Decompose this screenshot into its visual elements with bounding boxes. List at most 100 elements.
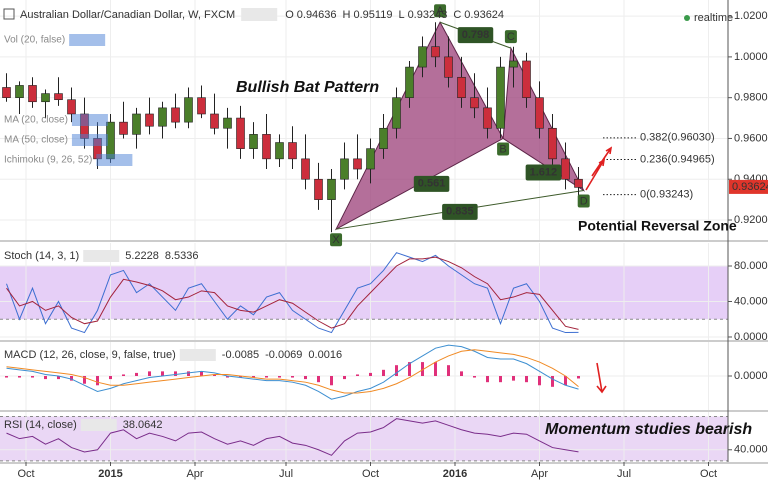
histogram-bar [239, 376, 242, 378]
candle-body [392, 97, 401, 129]
header-icons [241, 8, 278, 21]
candle-body [2, 87, 11, 98]
ratio-badge [525, 164, 562, 181]
candle-body [119, 121, 128, 135]
histogram-bar [473, 376, 476, 378]
collapse-icon [3, 8, 15, 20]
histogram-bar [5, 376, 8, 378]
candle-body [15, 85, 24, 98]
candle-body [67, 99, 76, 115]
histogram-bar [161, 371, 164, 376]
indicator-icons [69, 34, 106, 46]
legend-value: -0.0085 [222, 349, 259, 361]
x-tick-label: Jul [279, 468, 293, 480]
histogram-bar [200, 371, 203, 376]
x-tick-label: 2016 [443, 468, 467, 480]
candle-body [444, 56, 453, 78]
y-tick-label: 0.0000 [734, 331, 768, 343]
indicator-line [6, 256, 579, 330]
candle-body [496, 66, 505, 129]
ohlc-text: 0.95119 [353, 9, 392, 21]
x-tick-label: Apr [531, 468, 548, 480]
legend-value: -0.0069 [265, 349, 302, 361]
x-tick-label: Oct [700, 468, 717, 480]
candle-body [457, 76, 466, 98]
histogram-bar [525, 376, 528, 383]
ratio-badge [457, 27, 494, 44]
candle-body [574, 178, 583, 188]
candle-body [197, 97, 206, 115]
histogram-bar [512, 376, 515, 381]
panel-title: MACD (12, 26, close, 9, false, true) [4, 349, 176, 361]
candle-body [431, 46, 440, 58]
candle-body [184, 97, 193, 123]
pattern-point-text: C [507, 31, 515, 43]
histogram-bar [330, 376, 333, 386]
histogram-bar [96, 376, 99, 386]
histogram-bar [57, 376, 60, 380]
pattern-point-label: B [497, 142, 510, 156]
ohlc-text: H [343, 9, 351, 21]
pattern-point-label: X [330, 233, 343, 247]
candle-body [262, 134, 271, 160]
panel-icons [80, 419, 117, 431]
chart-title: Australian Dollar/Canadian Dollar, W, FX… [20, 9, 235, 21]
ratio-badge [413, 175, 450, 192]
indicator-icons [71, 114, 108, 126]
histogram-bar [538, 376, 541, 386]
histogram-bar [213, 374, 216, 376]
candle-body [353, 158, 362, 170]
ohlc-text: 0.93624 [464, 9, 504, 21]
histogram-bar [499, 376, 502, 383]
pattern-point-badge [504, 30, 517, 44]
candle-body [522, 60, 531, 98]
x-tick-label: Oct [17, 468, 34, 480]
candle-body [41, 93, 50, 103]
y-tick-label: 40.0000 [734, 295, 768, 307]
ratio-label: 1.612 [530, 166, 558, 178]
candle-body [327, 178, 336, 200]
indicator-legend: Vol (20, false) [4, 35, 65, 46]
candle-body [54, 93, 63, 101]
indicator-line [6, 418, 579, 456]
candle-body [132, 113, 141, 135]
annotation: Potential Reversal Zone [578, 218, 737, 234]
candle-body [223, 117, 232, 129]
band [0, 416, 728, 461]
histogram-bar [252, 376, 255, 378]
candle-body [340, 158, 349, 180]
legend-value: 8.5336 [165, 250, 199, 262]
y-tick-label: 40.0000 [734, 444, 768, 456]
legend-value: 0.0016 [308, 349, 342, 361]
panel-title: Stoch (14, 3, 1) [4, 250, 79, 262]
pattern-point-text: A [436, 5, 444, 17]
indicator-line [6, 252, 579, 334]
indicator-legend: MA (50, close) [4, 135, 68, 146]
histogram-bar [70, 376, 73, 381]
candle-body [509, 60, 518, 68]
panel-title: RSI (14, close) [4, 419, 77, 431]
x-tick-label: Apr [186, 468, 203, 480]
candle-body [314, 178, 323, 200]
candle-body [561, 158, 570, 180]
ratio-badge [442, 203, 478, 220]
pattern-point-badge [497, 142, 510, 156]
y-tick-label: 0.0000 [734, 370, 768, 382]
y-tick-label: 80.0000 [734, 260, 768, 272]
histogram-bar [278, 376, 281, 378]
histogram-bar [369, 372, 372, 376]
histogram-bar [122, 374, 125, 376]
candle-body [288, 142, 297, 160]
panel-icons [179, 349, 216, 361]
x-tick-label: Jul [617, 468, 631, 480]
candle-body [366, 148, 375, 170]
pattern-point-label: C [504, 30, 517, 44]
legend-value: 5.2228 [125, 250, 159, 262]
pattern-point-label: D [577, 194, 590, 208]
histogram-bar [343, 376, 346, 380]
ohlc-text: O [285, 9, 294, 21]
